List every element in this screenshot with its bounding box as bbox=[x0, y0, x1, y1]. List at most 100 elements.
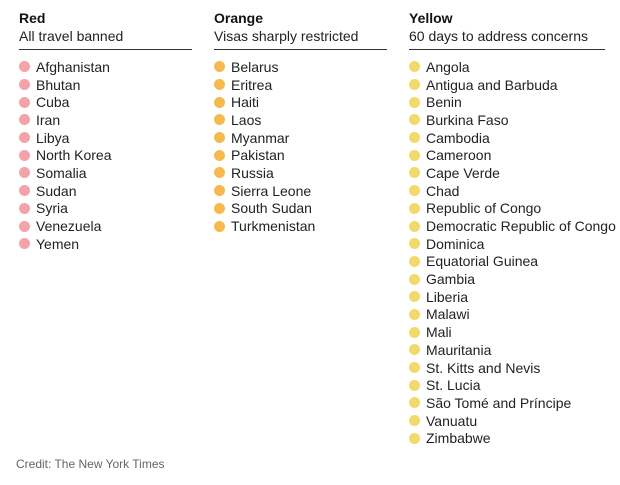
country-name: Equatorial Guinea bbox=[426, 253, 539, 270]
status-dot-icon bbox=[409, 149, 420, 161]
country-name: Myanmar bbox=[231, 129, 290, 146]
country-name: North Korea bbox=[36, 147, 112, 164]
column-red: Red All travel banned Afghanistan Bhutan C… bbox=[19, 10, 192, 253]
country-item: Equatorial Guinea bbox=[409, 253, 605, 271]
country-item: Benin bbox=[409, 93, 605, 111]
country-item: St. Kitts and Nevis bbox=[409, 359, 605, 377]
status-dot-icon bbox=[409, 220, 420, 232]
country-name: Belarus bbox=[231, 58, 279, 75]
country-item: Angola bbox=[409, 58, 605, 76]
country-item: South Sudan bbox=[214, 200, 387, 218]
country-item: Dominica bbox=[409, 235, 605, 253]
column-header: Orange Visas sharply restricted bbox=[214, 10, 387, 50]
country-item: Sudan bbox=[19, 182, 192, 200]
country-item: Sierra Leone bbox=[214, 182, 387, 200]
status-dot-icon bbox=[409, 79, 420, 91]
country-item: Malawi bbox=[409, 306, 605, 324]
status-dot-icon bbox=[409, 185, 420, 197]
country-name: Libya bbox=[36, 129, 70, 146]
status-dot-icon bbox=[19, 220, 30, 232]
country-name: Haiti bbox=[231, 94, 260, 111]
country-item: Cuba bbox=[19, 93, 192, 111]
status-dot-icon bbox=[19, 96, 30, 108]
status-dot-icon bbox=[409, 415, 420, 427]
country-name: Venezuela bbox=[36, 218, 102, 235]
country-name: Cambodia bbox=[426, 129, 490, 146]
column-yellow: Yellow 60 days to address concerns Angol… bbox=[409, 10, 616, 447]
country-item: Vanuatu bbox=[409, 412, 605, 430]
status-dot-icon bbox=[409, 362, 420, 374]
country-name: South Sudan bbox=[231, 200, 312, 217]
status-dot-icon bbox=[409, 96, 420, 108]
status-dot-icon bbox=[214, 149, 225, 161]
country-item: Liberia bbox=[409, 288, 605, 306]
column-title: Orange bbox=[214, 10, 264, 26]
country-name: Vanuatu bbox=[426, 412, 478, 429]
country-name: Afghanistan bbox=[36, 58, 110, 75]
country-name: Antigua and Barbuda bbox=[426, 76, 558, 93]
status-dot-icon bbox=[409, 255, 420, 267]
status-dot-icon bbox=[214, 220, 225, 232]
status-dot-icon bbox=[409, 238, 420, 250]
status-dot-icon bbox=[214, 185, 225, 197]
country-item: Afghanistan bbox=[19, 58, 192, 76]
column-header: Yellow 60 days to address concerns bbox=[409, 10, 605, 50]
country-name: Benin bbox=[426, 94, 462, 111]
status-dot-icon bbox=[409, 202, 420, 214]
country-list: Belarus Eritrea Haiti Laos Myanmar Pakistan Ru… bbox=[214, 50, 387, 235]
country-name: Syria bbox=[36, 200, 68, 217]
status-dot-icon bbox=[214, 114, 225, 126]
country-name: Sudan bbox=[36, 182, 77, 199]
status-dot-icon bbox=[19, 185, 30, 197]
status-dot-icon bbox=[214, 61, 225, 73]
country-item: Mauritania bbox=[409, 341, 605, 359]
country-item: Cape Verde bbox=[409, 164, 605, 182]
country-name: Zimbabwe bbox=[426, 430, 491, 447]
country-name: Eritrea bbox=[231, 76, 273, 93]
status-dot-icon bbox=[409, 132, 420, 144]
credit-line: Credit: The New York Times bbox=[16, 457, 165, 471]
country-item: Chad bbox=[409, 182, 605, 200]
status-dot-icon bbox=[19, 114, 30, 126]
country-item: St. Lucia bbox=[409, 376, 605, 394]
country-name: Cameroon bbox=[426, 147, 492, 164]
column-title: Red bbox=[19, 10, 46, 26]
country-item: Burkina Faso bbox=[409, 111, 605, 129]
column-subtitle: Visas sharply restricted bbox=[214, 28, 359, 44]
status-dot-icon bbox=[409, 61, 420, 73]
country-name: Gambia bbox=[426, 271, 476, 288]
country-name: St. Lucia bbox=[426, 377, 481, 394]
country-name: Chad bbox=[426, 182, 460, 199]
country-item: Myanmar bbox=[214, 129, 387, 147]
status-dot-icon bbox=[409, 167, 420, 179]
status-dot-icon bbox=[214, 96, 225, 108]
status-dot-icon bbox=[409, 379, 420, 391]
country-name: Republic of Congo bbox=[426, 200, 542, 217]
country-item: Democratic Republic of Congo bbox=[409, 217, 616, 235]
status-dot-icon bbox=[19, 61, 30, 73]
status-dot-icon bbox=[19, 238, 30, 250]
country-name: Dominica bbox=[426, 235, 485, 252]
country-name: Laos bbox=[231, 111, 262, 128]
country-item: Laos bbox=[214, 111, 387, 129]
status-dot-icon bbox=[214, 167, 225, 179]
country-name: Mauritania bbox=[426, 341, 492, 358]
country-item: Venezuela bbox=[19, 217, 192, 235]
column-title: Yellow bbox=[409, 10, 453, 26]
country-item: Turkmenistan bbox=[214, 217, 387, 235]
country-name: Cuba bbox=[36, 94, 70, 111]
status-dot-icon bbox=[19, 132, 30, 144]
country-item: Gambia bbox=[409, 270, 605, 288]
country-columns: Red All travel banned Afghanistan Bhutan C… bbox=[19, 10, 616, 450]
country-name: Mali bbox=[426, 324, 452, 341]
country-item: Belarus bbox=[214, 58, 387, 76]
country-name: Yemen bbox=[36, 235, 80, 252]
country-name: Malawi bbox=[426, 306, 470, 323]
country-item: Antigua and Barbuda bbox=[409, 76, 605, 94]
country-name: Sierra Leone bbox=[231, 182, 312, 199]
country-item: Syria bbox=[19, 200, 192, 218]
country-list: Angola Antigua and Barbuda Benin Burkina Fa… bbox=[409, 50, 616, 447]
country-item: Libya bbox=[19, 129, 192, 147]
country-list: Afghanistan Bhutan Cuba Iran Libya North Kore… bbox=[19, 50, 192, 253]
country-name: Russia bbox=[231, 164, 274, 181]
